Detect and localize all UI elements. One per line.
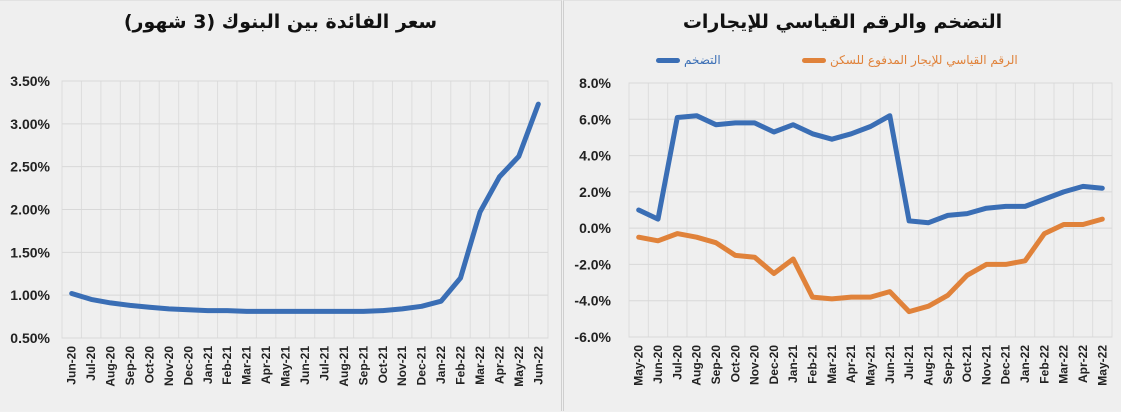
x-tick-label: Sep-21 bbox=[941, 345, 955, 385]
x-tick-label: Feb-22 bbox=[454, 346, 468, 385]
y-tick-label: -2.0% bbox=[574, 256, 611, 272]
x-tick-label: Oct-21 bbox=[376, 346, 390, 384]
y-tick-label: 2.50% bbox=[10, 159, 50, 175]
x-tick-label: May-22 bbox=[1095, 345, 1109, 386]
x-tick-label: Dec-21 bbox=[999, 345, 1013, 385]
x-tick-label: Mar-21 bbox=[240, 346, 254, 385]
x-tick-label: Aug-21 bbox=[921, 345, 935, 386]
x-tick-label: Sep-20 bbox=[709, 345, 723, 385]
x-tick-label: Jan-21 bbox=[786, 345, 800, 383]
x-tick-label: Jan-22 bbox=[434, 346, 448, 384]
x-tick-label: Apr-22 bbox=[1076, 345, 1090, 383]
y-tick-label: 2.0% bbox=[579, 184, 611, 200]
y-tick-label: 0.50% bbox=[10, 330, 50, 346]
legend-rent-index: الرقم القياسي للإيجار المدفوع للسكن bbox=[802, 53, 1018, 67]
x-tick-label: May-20 bbox=[632, 345, 646, 386]
y-tick-label: 6.0% bbox=[579, 111, 611, 127]
x-tick-label: Jun-21 bbox=[298, 346, 312, 385]
x-tick-label: Apr-21 bbox=[844, 345, 858, 383]
y-tick-label: 4.0% bbox=[579, 148, 611, 164]
y-tick-label: 1.00% bbox=[10, 287, 50, 303]
x-tick-label: Mar-22 bbox=[473, 346, 487, 385]
x-tick-label: Feb-21 bbox=[806, 345, 820, 384]
x-tick-label: Nov-20 bbox=[748, 345, 762, 385]
x-tick-label: May-21 bbox=[279, 346, 293, 387]
series-line bbox=[636, 113, 1105, 226]
legend-rent-index-label: الرقم القياسي للإيجار المدفوع للسكن bbox=[830, 53, 1018, 67]
x-tick-label: Nov-20 bbox=[162, 346, 176, 386]
y-tick-label: 1.50% bbox=[10, 244, 50, 260]
x-tick-label: Jul-20 bbox=[670, 345, 684, 380]
x-tick-label: Oct-20 bbox=[142, 346, 156, 384]
interbank-rate-panel: سعر الفائدة بين البنوك (3 شهور) 0.50% 1.0… bbox=[0, 0, 562, 411]
x-tick-label: Aug-21 bbox=[337, 346, 351, 387]
y-tick-label: 2.00% bbox=[10, 202, 50, 218]
x-tick-label: Jun-21 bbox=[883, 345, 897, 384]
interbank-rate-title: سعر الفائدة بين البنوك (3 شهور) bbox=[123, 11, 438, 33]
y-tick-label: -6.0% bbox=[574, 329, 611, 345]
x-tick-label: Sep-20 bbox=[123, 346, 137, 386]
x-tick-label: Aug-20 bbox=[104, 346, 118, 387]
interbank-rate-chart: 0.50% 1.00% 1.50% 2.00% 2.50% 3.00% 3.50% Jun-2… bbox=[10, 73, 549, 387]
inflation-rent-title: التضخم والرقم القياسي للإيجارات bbox=[682, 11, 1003, 33]
x-tick-label: May-22 bbox=[512, 346, 526, 387]
x-tick-label: Jul-20 bbox=[84, 346, 98, 381]
y-tick-label: 3.00% bbox=[10, 116, 50, 132]
x-tick-label: Dec-21 bbox=[415, 346, 429, 386]
x-tick-label: Apr-21 bbox=[259, 346, 273, 384]
x-tick-label: Nov-21 bbox=[395, 346, 409, 386]
x-tick-label: Nov-21 bbox=[979, 345, 993, 385]
legend-inflation-label: التضخم bbox=[684, 53, 721, 67]
x-tick-label: Feb-22 bbox=[1037, 345, 1051, 384]
x-tick-label: Jun-20 bbox=[65, 346, 79, 385]
x-tick-label: Oct-21 bbox=[960, 345, 974, 383]
x-tick-label: May-21 bbox=[864, 345, 878, 386]
x-tick-label: Dec-20 bbox=[767, 345, 781, 385]
x-tick-label: Dec-20 bbox=[181, 346, 195, 386]
x-tick-label: Jan-22 bbox=[1018, 345, 1032, 383]
y-tick-label: 8.0% bbox=[579, 75, 611, 91]
x-tick-label: Feb-21 bbox=[220, 346, 234, 385]
y-tick-label: 0.0% bbox=[579, 220, 611, 236]
legend-inflation: التضخم bbox=[656, 53, 721, 67]
x-tick-label: Jul-21 bbox=[902, 345, 916, 380]
y-tick-label: 3.50% bbox=[10, 73, 50, 89]
x-tick-label: Sep-21 bbox=[356, 346, 370, 386]
inflation-rent-chart: -6.0% -4.0% -2.0% 0.0% 2.0% 4.0% 6.0% 8.0% May-2… bbox=[574, 75, 1113, 386]
x-tick-label: Jun-22 bbox=[531, 346, 545, 385]
y-tick-label: -4.0% bbox=[574, 293, 611, 309]
x-tick-label: Jan-21 bbox=[201, 346, 215, 384]
x-tick-label: Mar-22 bbox=[1057, 345, 1071, 384]
x-tick-label: Apr-22 bbox=[492, 346, 506, 384]
x-tick-label: Jun-20 bbox=[651, 345, 665, 384]
x-tick-label: Aug-20 bbox=[690, 345, 704, 386]
legend-inflation-swatch-icon bbox=[656, 57, 680, 63]
x-tick-label: Mar-21 bbox=[825, 345, 839, 384]
x-tick-label: Oct-20 bbox=[728, 345, 742, 383]
inflation-rent-panel: التضخم والرقم القياسي للإيجارات الرقم ال… bbox=[563, 0, 1121, 411]
series-line bbox=[69, 101, 541, 314]
x-tick-label: Jul-21 bbox=[317, 346, 331, 381]
legend-rent-swatch-icon bbox=[802, 57, 826, 63]
series-line bbox=[636, 216, 1105, 315]
